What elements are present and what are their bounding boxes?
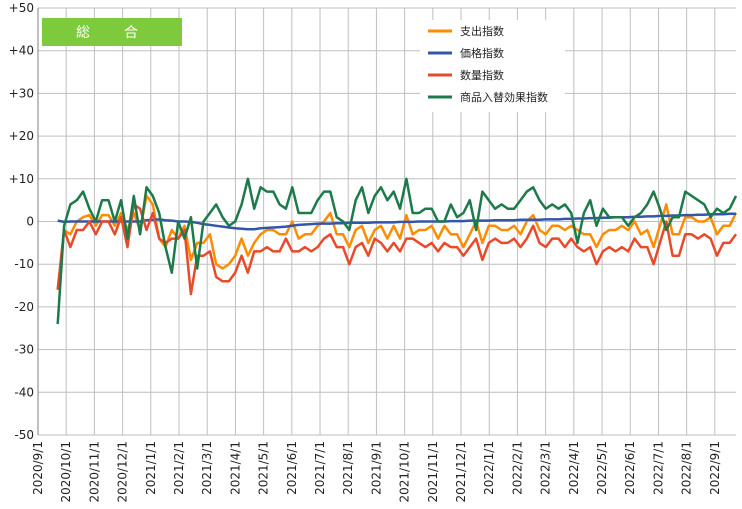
x-tick-label: 2021/4/1 [228,441,242,495]
x-tick-label: 2022/7/1 [651,441,665,495]
x-tick-label: 2021/11/1 [426,441,440,503]
y-tick-label: -30 [14,343,34,357]
x-tick-label: 2022/4/1 [567,441,581,495]
legend-label: 数量指数 [460,68,504,82]
x-tick-label: 2021/6/1 [285,441,299,495]
y-tick-label: +20 [9,129,34,143]
chart-title: 総 合 [76,25,148,41]
x-tick-label: 2021/5/1 [257,441,271,495]
title-badge-bg [42,18,182,46]
x-tick-label: 2021/2/1 [172,441,186,495]
y-tick-label: -10 [14,257,34,271]
y-tick-label: +40 [9,44,34,58]
series-line-4 [56,177,738,325]
x-tick-label: 2021/9/1 [369,441,383,495]
x-tick-label: 2020/10/1 [59,441,73,503]
y-tick-label: -20 [14,300,34,314]
legend-label: 支出指数 [460,24,504,38]
y-axis-ticks: +50 +40 +30 +20 +10 0 -10 -20 -30 -40 -50 [9,1,34,442]
x-tick-label: 2022/6/1 [623,441,637,495]
x-tick-label: 2021/8/1 [341,441,355,495]
legend-label: 商品入替効果指数 [460,90,548,104]
y-tick-label: +10 [9,172,34,186]
x-tick-label: 2021/10/1 [398,441,412,503]
x-tick-label: 2022/5/1 [595,441,609,495]
x-tick-label: 2020/11/1 [87,441,101,503]
x-tick-label: 2022/9/1 [708,441,722,495]
legend-label: 価格指数 [460,46,504,60]
x-tick-label: 2021/12/1 [454,441,468,503]
x-tick-label: 2022/1/1 [482,441,496,495]
series-line-1 [56,194,738,290]
series-lines [56,177,738,325]
x-tick-label: 2021/7/1 [313,441,327,495]
y-tick-label: +50 [9,1,34,15]
x-tick-label: 2022/3/1 [539,441,553,495]
x-tick-label: 2022/2/1 [510,441,524,495]
x-tick-label: 2022/8/1 [680,441,694,495]
x-tick-label: 2021/1/1 [144,441,158,495]
x-tick-label: 2020/12/1 [116,441,130,503]
y-tick-label: -50 [14,428,34,442]
chart-title-badge: 総 合 [42,18,182,46]
y-tick-label: +30 [9,86,34,100]
series-line-3 [56,203,738,296]
y-tick-label: -40 [14,385,34,399]
x-axis-ticks: 2020/9/1 2020/10/1 2020/11/1 2020/12/1 2021/… [31,441,722,503]
x-tick-label: 2020/9/1 [31,441,45,495]
y-tick-label: 0 [26,215,34,229]
x-tick-label: 2021/3/1 [200,441,214,495]
